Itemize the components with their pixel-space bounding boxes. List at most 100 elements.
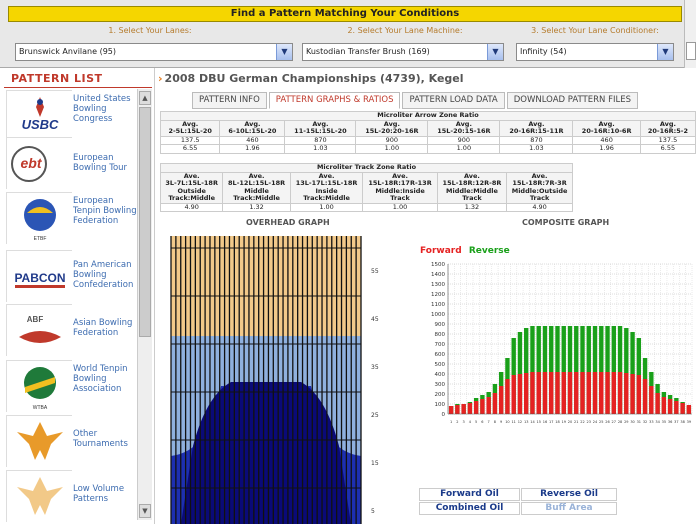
scroll-thumb[interactable]	[139, 107, 151, 337]
tab-pattern-graphs[interactable]: PATTERN GRAPHS & RATIOS	[268, 92, 401, 109]
sidebar-item-label: World Tenpin Bowling Association	[73, 364, 128, 394]
buff-area-legend[interactable]: Buff Area	[521, 502, 617, 515]
table-header-cell: Ave. 13L-17L:15L-18R Inside Track:Middle	[289, 171, 364, 204]
x-tick-label: 36	[668, 420, 672, 424]
divider	[4, 87, 152, 88]
forward-bar	[661, 397, 667, 414]
x-tick-label: 3	[463, 420, 465, 424]
pattern-title-text: 2008 DBU German Championships (4739), Ke…	[164, 72, 464, 85]
sidebar-item-label: Asian Bowling Federation	[73, 318, 133, 338]
abf-logo-text: ABF	[27, 315, 44, 324]
ebt-logo: ebt	[6, 137, 73, 190]
reverse-bar	[605, 326, 610, 414]
table-header-cell: Ave. 15L-18R:7R-3R Middle:Outside Track	[506, 171, 573, 204]
x-tick-label: 19	[562, 420, 566, 424]
table-cell: 1.00	[362, 202, 438, 212]
scroll-up-icon[interactable]: ▲	[139, 91, 151, 105]
pattern-list-title: PATTERN LIST	[11, 72, 103, 85]
reverse-bar	[536, 326, 541, 414]
table-cell: 1.00	[427, 144, 501, 154]
arrow-table-title: Microliter Arrow Zone Ratio	[160, 111, 696, 121]
table-header-cell: Ave. 15L-18R:12R-8R Middle:Middle Track	[436, 171, 508, 204]
forward-bar	[655, 393, 660, 414]
forward-bar	[617, 372, 623, 414]
conditioner-value: Infinity (54)	[520, 47, 567, 56]
x-tick-label: 37	[674, 420, 678, 424]
forward-bar	[686, 405, 692, 414]
x-tick-label: 2	[456, 420, 458, 424]
y-tick-label: 1000	[431, 312, 445, 318]
sidebar-item-wtba[interactable]: WTBA World Tenpin Bowling Association	[6, 360, 136, 414]
forward-oil-legend[interactable]: Forward Oil	[419, 488, 520, 501]
reverse-bar	[542, 326, 548, 414]
y-tick-label: 1200	[431, 292, 445, 298]
forward-bar	[574, 372, 579, 414]
conditioner-select[interactable]: Infinity (54) ▼	[516, 43, 674, 61]
pabcon-logo-text: PABCON	[14, 271, 65, 285]
combined-oil-legend[interactable]: Combined Oil	[419, 502, 520, 515]
reverse-bar	[555, 326, 560, 414]
x-tick-label: 27	[612, 420, 616, 424]
table-cell: 1.03	[499, 144, 574, 154]
sidebar-item-other[interactable]: Other Tournaments	[6, 415, 136, 469]
table-header-cell: Avg. 2-5L:15L-20	[159, 119, 221, 137]
finder-title: Find a Pattern Matching Your Conditions	[8, 6, 682, 22]
step1-label: 1. Select Your Lanes:	[108, 26, 192, 35]
sidebar-item-etbf[interactable]: ETBF European Tenpin Bowling Federation	[6, 192, 137, 246]
sidebar-item-pabcon[interactable]: PABCON Pan American Bowling Confederatio…	[6, 250, 136, 304]
table-header-cell: Avg. 15L-20:15-16R	[427, 119, 501, 137]
forward-bar	[580, 372, 585, 414]
tab-bar: PATTERN INFO PATTERN GRAPHS & RATIOS PAT…	[192, 92, 640, 110]
sidebar-item-abf[interactable]: ABF Asian Bowling Federation	[6, 304, 136, 358]
sidebar-item-ebt[interactable]: ebt European Bowling Tour	[6, 137, 136, 191]
x-tick-label: 22	[580, 420, 584, 424]
pabcon-logo: PABCON	[6, 250, 73, 303]
sidebar-scrollbar[interactable]: ▲ ▼	[137, 89, 152, 520]
forward-bar	[455, 405, 460, 414]
lanes-select[interactable]: Brunswick Anvilane (95) ▼	[15, 43, 293, 61]
machine-select[interactable]: Kustodian Transfer Brush (169) ▼	[302, 43, 504, 61]
tab-pattern-info[interactable]: PATTERN INFO	[192, 92, 267, 109]
tab-download-pattern-files[interactable]: DOWNLOAD PATTERN FILES	[506, 92, 638, 109]
x-tick-label: 5	[475, 420, 477, 424]
table-cell: 1.03	[284, 144, 357, 154]
x-tick-label: 4	[469, 420, 472, 424]
x-tick-label: 33	[649, 420, 653, 424]
forward-bar	[467, 403, 473, 414]
etbf-logo-text: ETBF	[34, 236, 47, 242]
scroll-down-icon[interactable]: ▼	[139, 504, 151, 518]
abf-logo: ABF	[6, 304, 73, 357]
reverse-bar	[586, 326, 591, 414]
table-header-cell: Avg. 6-10L:15L-20	[219, 119, 286, 137]
lanes-value: Brunswick Anvilane (95)	[19, 47, 117, 56]
forward-bar	[611, 372, 616, 414]
forward-bar	[486, 397, 491, 414]
distance-tick-label: 45	[371, 316, 379, 323]
chevron-down-icon[interactable]: ▼	[276, 44, 292, 60]
window-edge	[684, 0, 696, 68]
tab-pattern-load-data[interactable]: PATTERN LOAD DATA	[402, 92, 505, 109]
forward-bar	[498, 386, 504, 414]
x-tick-label: 10	[505, 420, 509, 424]
chevron-down-icon[interactable]: ▼	[487, 44, 503, 60]
sidebar-item-usbc[interactable]: USBC United States Bowling Congress	[6, 90, 136, 144]
forward-bar	[624, 373, 629, 414]
table-cell: 6.55	[159, 144, 221, 154]
table-header-cell: Avg. 20-16R:5-2	[639, 119, 696, 137]
distance-tick-label: 5	[371, 508, 375, 515]
x-tick-label: 34	[655, 420, 660, 424]
forward-bar	[530, 372, 535, 414]
scrollbar-stub[interactable]	[686, 42, 696, 60]
ebt-logo-text: ebt	[21, 155, 43, 171]
reverse-oil-legend[interactable]: Reverse Oil	[521, 488, 617, 501]
forward-bar	[567, 372, 573, 414]
y-tick-label: 400	[435, 372, 446, 378]
x-tick-label: 7	[488, 420, 490, 424]
reverse-bar	[567, 326, 573, 414]
distance-tick-label: 25	[371, 412, 379, 419]
sidebar-item-low-volume[interactable]: Low Volume Patterns	[6, 470, 136, 524]
x-tick-label: 17	[549, 420, 553, 424]
forward-bar	[505, 379, 510, 414]
y-tick-label: 300	[435, 382, 446, 388]
chevron-down-icon[interactable]: ▼	[657, 44, 673, 60]
